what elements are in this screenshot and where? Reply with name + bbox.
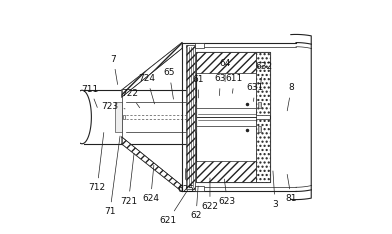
Bar	[256, 52, 270, 115]
Text: 711: 711	[82, 84, 99, 107]
Bar	[196, 161, 256, 182]
Bar	[114, 102, 122, 132]
Text: 64: 64	[220, 59, 231, 82]
Bar	[123, 115, 125, 119]
Text: 8: 8	[287, 84, 294, 111]
Text: 7: 7	[111, 55, 118, 84]
Text: 622: 622	[201, 178, 218, 211]
Bar	[258, 126, 261, 132]
Text: 632: 632	[255, 62, 272, 85]
Text: 63: 63	[215, 74, 226, 96]
Text: 62: 62	[190, 186, 202, 220]
Text: 724: 724	[139, 74, 156, 104]
Text: 631: 631	[247, 84, 264, 102]
Bar	[195, 186, 204, 191]
Bar	[196, 52, 270, 182]
Bar	[195, 43, 204, 48]
Text: 3: 3	[272, 171, 278, 209]
Text: 623: 623	[219, 179, 236, 206]
Text: 712: 712	[89, 132, 106, 192]
Polygon shape	[182, 43, 370, 191]
Polygon shape	[122, 43, 182, 97]
Text: 621: 621	[160, 190, 187, 225]
Text: 722: 722	[121, 89, 140, 108]
Bar	[256, 119, 270, 182]
Text: 61: 61	[192, 75, 204, 98]
Text: 71: 71	[104, 136, 120, 216]
Bar	[258, 102, 261, 108]
Text: 65: 65	[163, 68, 175, 99]
Bar	[195, 102, 196, 132]
Text: 723: 723	[102, 102, 125, 111]
Text: 625: 625	[177, 169, 194, 194]
Bar	[185, 45, 195, 189]
Text: 624: 624	[142, 165, 159, 203]
Text: 721: 721	[120, 154, 137, 206]
Text: 81: 81	[286, 174, 297, 203]
Text: 611: 611	[226, 74, 243, 93]
Bar	[196, 52, 256, 73]
Polygon shape	[122, 137, 182, 191]
